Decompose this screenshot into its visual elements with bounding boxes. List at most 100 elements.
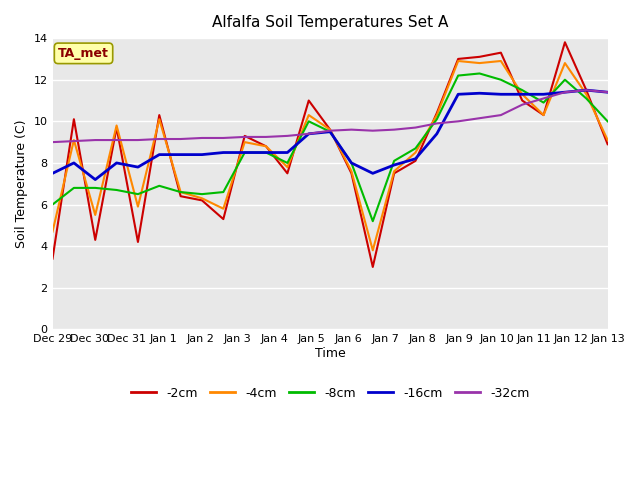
-4cm [390,168,398,174]
-2cm [540,112,547,118]
-2cm [433,110,441,116]
-32cm [262,134,270,140]
-32cm [497,112,505,118]
-8cm [582,96,590,101]
-2cm [198,197,206,203]
-8cm [497,77,505,83]
-8cm [369,218,376,224]
-32cm [540,96,547,101]
-32cm [433,120,441,126]
-8cm [476,71,483,76]
-2cm [305,97,312,103]
-4cm [220,206,227,212]
-4cm [241,139,248,145]
-32cm [49,139,56,145]
-2cm [92,237,99,243]
-16cm [476,90,483,96]
-2cm [369,264,376,270]
-4cm [70,137,77,143]
-32cm [348,127,355,132]
-4cm [326,127,334,132]
-16cm [561,89,569,95]
-8cm [134,191,142,197]
-16cm [433,131,441,137]
-4cm [497,58,505,64]
-16cm [454,91,462,97]
-16cm [198,152,206,157]
-8cm [454,72,462,78]
-8cm [92,185,99,191]
Line: -32cm: -32cm [52,90,607,142]
-16cm [348,160,355,166]
Line: -4cm: -4cm [52,61,607,250]
-16cm [369,170,376,176]
-8cm [284,160,291,166]
-8cm [348,160,355,166]
-8cm [604,119,611,124]
-4cm [134,204,142,209]
Text: TA_met: TA_met [58,47,109,60]
-8cm [305,119,312,124]
-4cm [561,60,569,66]
-4cm [604,137,611,143]
-2cm [113,125,120,131]
-16cm [156,152,163,157]
-4cm [49,228,56,234]
-4cm [92,212,99,218]
Title: Alfalfa Soil Temperatures Set A: Alfalfa Soil Temperatures Set A [212,15,448,30]
-32cm [220,135,227,141]
-32cm [305,131,312,137]
-2cm [582,87,590,93]
-2cm [262,144,270,149]
X-axis label: Time: Time [315,347,346,360]
-32cm [326,128,334,133]
-2cm [220,216,227,222]
-32cm [518,102,526,108]
Line: -2cm: -2cm [52,42,607,267]
-32cm [369,128,376,133]
-2cm [390,170,398,176]
-16cm [412,156,419,162]
-16cm [540,91,547,97]
-8cm [412,145,419,151]
-2cm [70,116,77,122]
-32cm [454,119,462,124]
-2cm [134,239,142,245]
-8cm [561,77,569,83]
-32cm [561,89,569,95]
Legend: -2cm, -4cm, -8cm, -16cm, -32cm: -2cm, -4cm, -8cm, -16cm, -32cm [126,382,534,405]
-8cm [241,150,248,156]
-16cm [284,150,291,156]
Line: -16cm: -16cm [52,90,607,180]
-4cm [369,247,376,253]
-16cm [113,160,120,166]
-4cm [262,144,270,149]
-8cm [326,129,334,134]
-16cm [326,129,334,134]
-32cm [177,136,184,142]
-4cm [156,116,163,122]
-2cm [518,97,526,103]
-32cm [156,136,163,142]
-32cm [582,87,590,93]
-8cm [49,202,56,207]
-4cm [582,91,590,97]
-8cm [198,191,206,197]
-16cm [177,152,184,157]
-16cm [582,87,590,93]
-32cm [390,127,398,132]
-8cm [540,100,547,106]
-4cm [284,164,291,170]
-4cm [476,60,483,66]
-16cm [220,150,227,156]
-4cm [348,168,355,174]
-4cm [198,195,206,201]
-16cm [305,131,312,137]
-8cm [433,116,441,122]
-16cm [241,150,248,156]
-32cm [412,125,419,131]
-4cm [433,112,441,118]
-2cm [177,193,184,199]
Line: -8cm: -8cm [52,73,607,221]
-32cm [134,137,142,143]
